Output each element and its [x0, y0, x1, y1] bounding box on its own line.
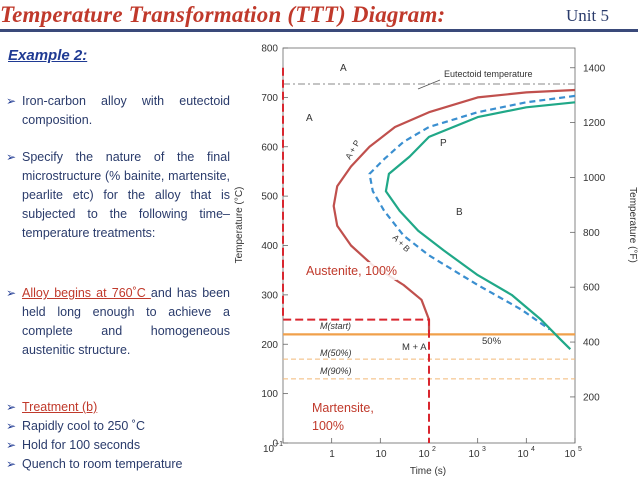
- arrow-bullet-icon: ➢: [6, 457, 17, 471]
- treatment-path: [282, 67, 430, 443]
- y-right-tick-label: 1400: [583, 63, 606, 74]
- arrow-bullet-icon: ➢: [6, 94, 17, 108]
- page-title: Temperature Transformation (TTT) Diagram…: [0, 2, 446, 27]
- y-left-label: Temperature (°C): [234, 187, 245, 264]
- y-left-tick-label: 600: [261, 142, 278, 153]
- x-tick-exp: 3: [482, 446, 486, 453]
- finish-curve: [384, 101, 576, 350]
- y-left-tick-label: 0: [272, 439, 278, 450]
- y-right-tick-label: 1200: [583, 118, 606, 129]
- region-label: A + B: [391, 232, 413, 254]
- x-tick-exp: 5: [578, 446, 582, 453]
- martensite-annotation: Martensite, 100%: [312, 399, 392, 435]
- unit-label: Unit 5: [566, 6, 609, 25]
- x-tick-label: 1: [329, 449, 335, 460]
- fifty-percent-curve: [368, 94, 576, 331]
- m-start-label: M(start): [320, 321, 351, 331]
- bullet-rest: and has been held long enough to achieve…: [22, 286, 230, 357]
- treatment-step: ➢ Hold for 100 seconds: [6, 436, 230, 455]
- austenite-annotation: Austenite, 100%: [306, 262, 398, 280]
- eutectoid-label: Eutectoid temperature: [444, 69, 533, 79]
- x-tick-exp: −1: [275, 441, 283, 448]
- x-tick-exp: 4: [531, 446, 535, 453]
- y-left-tick-label: 400: [261, 241, 278, 252]
- bullet-text: Iron-carbon alloy with eutectoid composi…: [22, 94, 230, 127]
- x-axis-label: Time (s): [410, 466, 446, 477]
- x-tick-label: 10: [375, 449, 387, 460]
- bullet-lead: Alloy begins at 760˚C: [22, 286, 151, 300]
- treatment-title-item: ➢ Treatment (b): [6, 398, 230, 417]
- y-right-tick-label: 200: [583, 392, 600, 403]
- arrow-bullet-icon: ➢: [6, 400, 17, 414]
- y-left-tick-label: 100: [261, 389, 278, 400]
- region-label: A: [340, 63, 347, 74]
- y-right-tick-label: 400: [583, 338, 600, 349]
- y-left-tick-label: 200: [261, 340, 278, 351]
- x-tick-label: 10: [468, 449, 480, 460]
- y-left-tick-label: 700: [261, 93, 278, 104]
- bullet-alloy: ➢ Iron-carbon alloy with eutectoid compo…: [6, 92, 230, 130]
- y-left-tick-label: 500: [261, 192, 278, 203]
- treatment-step-text: Hold for 100 seconds: [22, 438, 141, 452]
- bullet-initial-state: ➢ Alloy begins at 760˚C and has been hel…: [6, 284, 230, 360]
- x-tick-exp: 2: [432, 446, 436, 453]
- y-right-label: Temperature (°F): [627, 187, 638, 263]
- arrow-bullet-icon: ➢: [6, 438, 17, 452]
- arrow-bullet-icon: ➢: [6, 286, 17, 300]
- arrow-bullet-icon: ➢: [6, 419, 17, 433]
- y-right-tick-label: 800: [583, 228, 600, 239]
- bullet-text: Specify the nature of the final microstr…: [22, 150, 230, 240]
- x-tick-label: 10: [517, 449, 529, 460]
- x-tick-label: 10: [564, 449, 576, 460]
- treatment-step: ➢ Quench to room temperature: [6, 455, 230, 474]
- y-right-tick-label: 1000: [583, 173, 606, 184]
- y-right-tick-label: 600: [583, 283, 600, 294]
- m90-label: M(90%): [320, 366, 352, 376]
- region-label: A: [306, 113, 313, 124]
- start-curve: [332, 88, 576, 332]
- x-tick-label: 10: [263, 444, 275, 455]
- m50-label: M(50%): [320, 348, 352, 358]
- treatment-step: ➢ Rapidly cool to 250 ˚C: [6, 417, 230, 436]
- treatment-step-text: Rapidly cool to 250 ˚C: [22, 419, 145, 433]
- region-label: 50%: [482, 336, 502, 347]
- title-divider: [0, 29, 638, 32]
- y-left-tick-label: 300: [261, 290, 278, 301]
- treatment-step-text: Quench to room temperature: [22, 457, 183, 471]
- arrow-bullet-icon: ➢: [6, 150, 17, 164]
- x-tick-label: 10: [418, 449, 430, 460]
- example-heading: Example 2:: [8, 47, 88, 64]
- region-label: P: [440, 138, 447, 149]
- treatment-title: Treatment (b): [22, 400, 98, 414]
- y-left-tick-label: 800: [261, 44, 278, 55]
- region-label: B: [456, 207, 463, 218]
- bullet-specify: ➢ Specify the nature of the final micros…: [6, 148, 230, 243]
- eutectoid-pointer: [417, 79, 441, 90]
- region-label: M + A: [402, 342, 427, 353]
